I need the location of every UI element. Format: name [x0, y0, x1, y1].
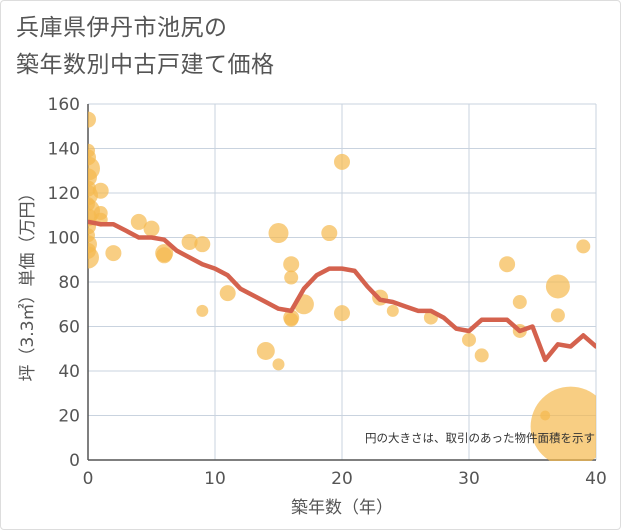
y-tick-label: 40 [58, 362, 80, 382]
data-point [88, 246, 99, 269]
data-point [284, 270, 299, 285]
data-point [268, 223, 289, 244]
y-tick-label: 140 [48, 140, 80, 160]
data-points [88, 111, 596, 461]
data-point [462, 332, 476, 347]
data-point [88, 111, 96, 128]
trend-line-group [88, 219, 596, 363]
data-point [105, 245, 122, 262]
y-tick-label: 60 [58, 318, 80, 338]
data-point [181, 233, 198, 250]
size-note: 円の大きさは、取引のあった物件面積を示す [365, 431, 595, 445]
data-point [512, 295, 527, 310]
data-point [283, 256, 300, 273]
data-point [284, 312, 299, 327]
data-point [219, 285, 236, 302]
data-point [156, 247, 173, 264]
chart-title: 兵庫県伊丹市池尻の 築年数別中古戸建て価格 [16, 10, 275, 84]
x-axis-title: 築年数（年） [291, 498, 393, 518]
x-tick-label: 40 [585, 469, 607, 489]
trend-line [88, 219, 596, 363]
data-point [550, 308, 565, 323]
data-point [272, 358, 285, 371]
data-point [194, 236, 211, 253]
y-tick-label: 100 [48, 229, 80, 249]
data-point [143, 220, 160, 237]
data-point [530, 386, 596, 461]
data-point [92, 182, 109, 199]
title-line-1: 兵庫県伊丹市池尻の [16, 15, 228, 41]
x-tick-label: 20 [331, 469, 353, 489]
title-line-2: 築年数別中古戸建て価格 [16, 52, 275, 78]
y-tick-label: 0 [69, 451, 80, 471]
y-tick-label: 160 [48, 95, 80, 115]
y-tick-label: 80 [58, 273, 80, 293]
data-point [386, 304, 399, 317]
y-axis-title: 坪（3.3㎡）単価（万円） [18, 184, 38, 381]
data-point [545, 274, 570, 299]
x-tick-label: 0 [83, 469, 94, 489]
data-point [474, 348, 489, 363]
data-point [321, 225, 338, 242]
data-point [334, 305, 350, 322]
data-point [256, 341, 275, 360]
axes: 0 10 20 30 40 0 20 40 60 80 100 120 140 160 [48, 95, 607, 489]
grid [88, 103, 597, 460]
data-point [130, 213, 147, 230]
data-point [334, 153, 350, 170]
y-tick-label: 120 [48, 184, 80, 204]
data-point [499, 256, 516, 273]
x-tick-label: 30 [458, 469, 480, 489]
x-tick-label: 10 [204, 469, 226, 489]
y-tick-label: 20 [58, 407, 80, 427]
data-point [196, 304, 209, 317]
data-point [576, 239, 591, 254]
